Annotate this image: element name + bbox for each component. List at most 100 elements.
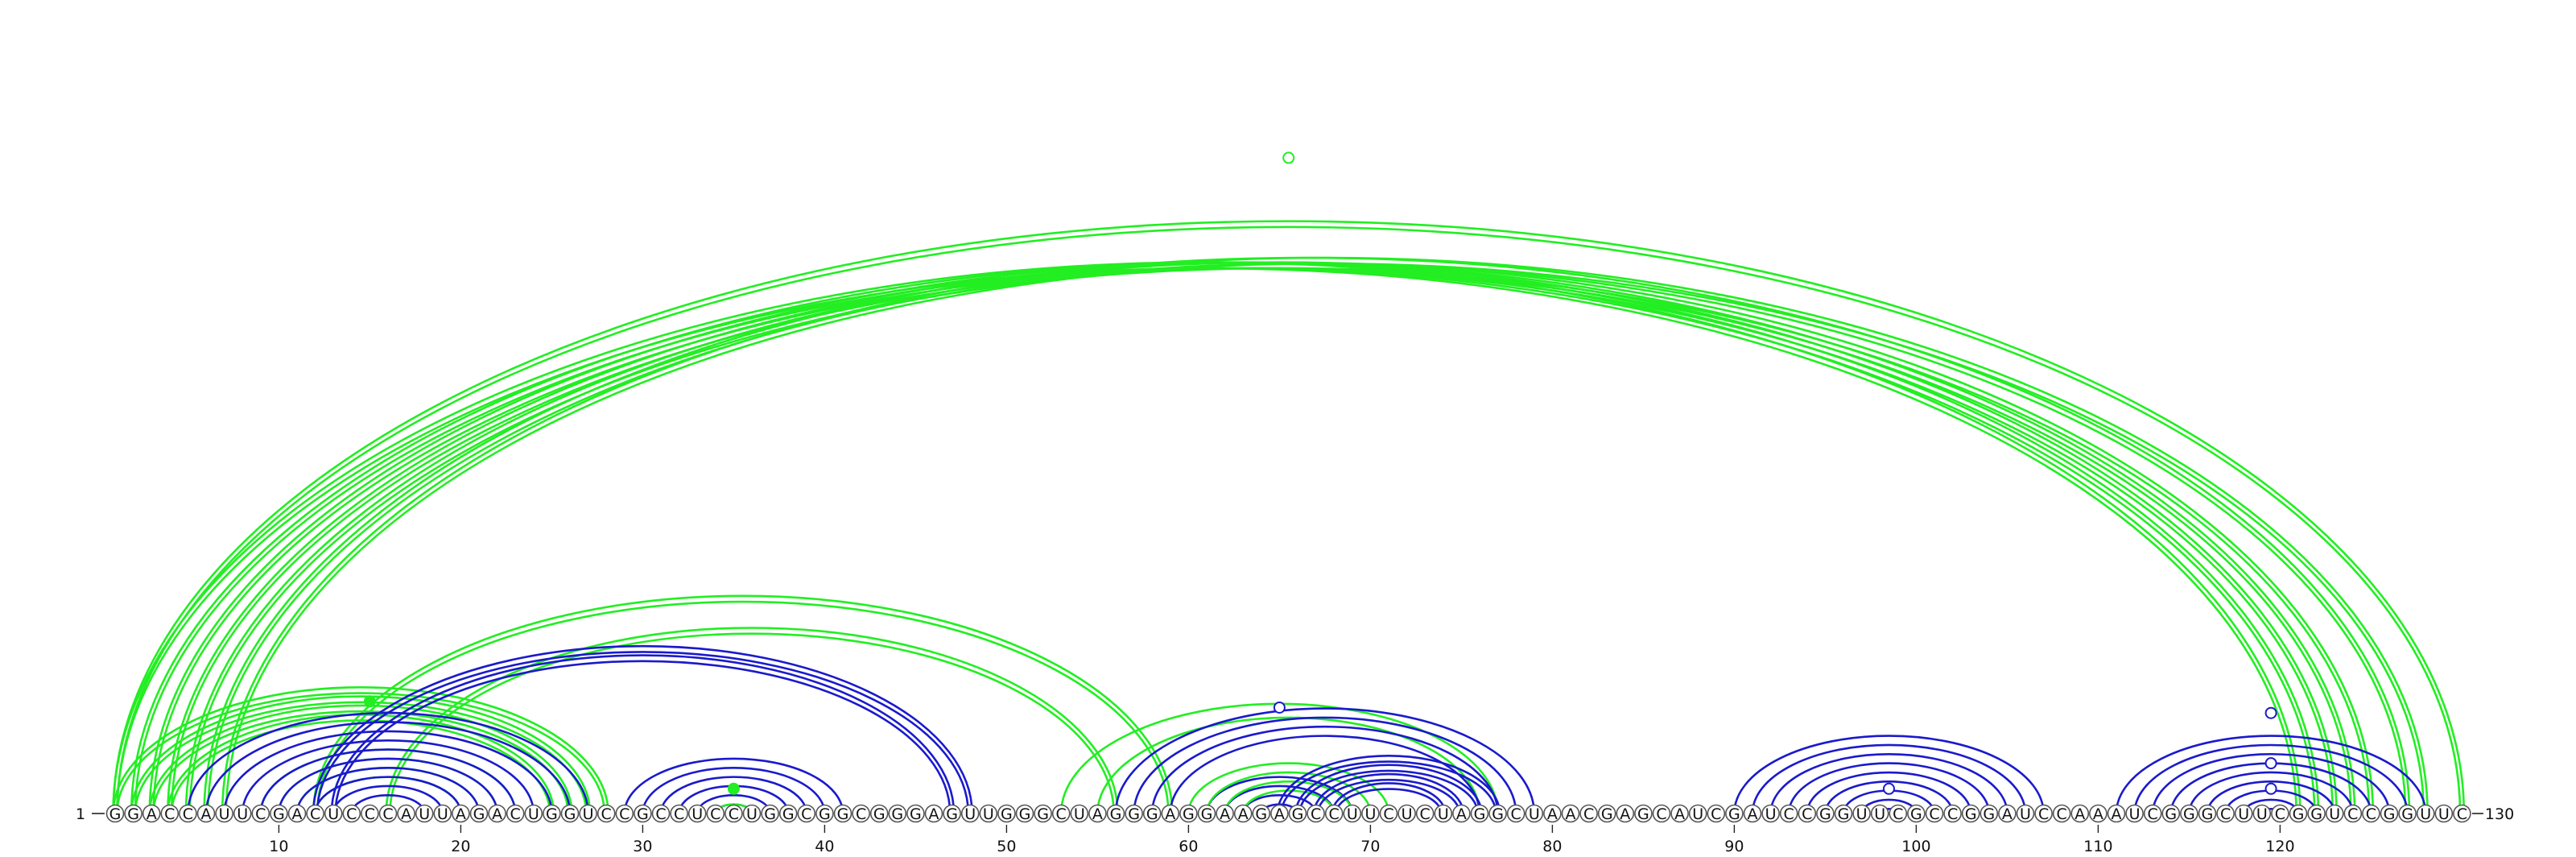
nucleotide-letter: U xyxy=(1438,805,1449,823)
nucleotide-letter: C xyxy=(255,805,266,823)
nucleotide-letter: C xyxy=(729,805,739,823)
nucleotide-letter: A xyxy=(292,805,303,823)
nucleotide: C xyxy=(306,804,324,823)
nucleotide-letter: U xyxy=(583,805,594,823)
nucleotide-letter: G xyxy=(473,805,485,823)
nucleotide-letter: G xyxy=(837,805,849,823)
tick-label: 60 xyxy=(1179,838,1198,855)
base-pair-arc xyxy=(225,262,2425,814)
nucleotide-letter: A xyxy=(1165,805,1175,823)
nucleotide: C xyxy=(1779,804,1798,823)
nucleotide-letter: A xyxy=(1220,805,1230,823)
tick-label: 80 xyxy=(1542,838,1562,855)
tick-label: 20 xyxy=(451,838,470,855)
nucleotide-letter: U xyxy=(1074,805,1085,823)
nucleotide: U xyxy=(2252,804,2272,823)
tick-label: 50 xyxy=(997,838,1016,855)
base-pair-arc xyxy=(1133,716,1517,814)
nucleotide: G xyxy=(105,804,125,823)
base-pair-arc xyxy=(1276,755,1501,814)
nucleotide-letter: U xyxy=(2329,805,2340,823)
arc-marker xyxy=(2264,782,2277,795)
nucleotide-letter: U xyxy=(237,805,248,823)
nucleotide-letter: G xyxy=(1819,805,1831,823)
nucleotide: U xyxy=(2416,804,2435,823)
base-pair-arc xyxy=(334,660,952,814)
tick-label: 120 xyxy=(2265,838,2294,855)
nucleotide-letter: A xyxy=(456,805,466,823)
nucleotide-letter: C xyxy=(710,805,720,823)
nucleotide-letter: U xyxy=(2256,805,2268,823)
nucleotide-letter: C xyxy=(2038,805,2049,823)
nucleotide: U xyxy=(2125,804,2144,823)
nucleotide: A xyxy=(1088,804,1107,823)
nucleotide-letter: A xyxy=(1092,805,1103,823)
nucleotide: G xyxy=(997,804,1016,823)
nucleotide-letter: C xyxy=(1711,805,1721,823)
nucleotide: A xyxy=(452,804,470,823)
nucleotide-letter: G xyxy=(2165,805,2177,823)
nucleotide: U xyxy=(2325,804,2344,823)
nucleotide-letter: C xyxy=(2275,805,2285,823)
nucleotide: C xyxy=(2052,804,2071,823)
nucleotide: G xyxy=(1488,804,1507,823)
nucleotide-letter: A xyxy=(2002,805,2013,823)
nucleotide: C xyxy=(179,804,197,823)
nucleotide-letter: G xyxy=(891,805,903,823)
nucleotide: C xyxy=(2453,804,2471,823)
base-pair-arc xyxy=(389,632,1115,814)
nucleotide: U xyxy=(1397,804,1416,823)
nucleotide: A xyxy=(1233,804,1253,823)
nucleotide: G xyxy=(2289,804,2308,823)
base-pair-arc xyxy=(1335,788,1443,814)
nucleotide-letter: G xyxy=(2384,805,2396,823)
base-pair-arc xyxy=(2115,735,2427,814)
nucleotide: G xyxy=(1834,804,1853,823)
nucleotide-letter: C xyxy=(382,805,393,823)
nucleotide: U xyxy=(1688,804,1707,823)
nucleotide-letter: C xyxy=(1784,805,1794,823)
nucleotide: C xyxy=(1652,804,1671,823)
base-pair-arc xyxy=(259,748,517,814)
nucleotide: G xyxy=(815,804,834,823)
arc-marker xyxy=(727,782,740,795)
nucleotide: U xyxy=(1525,804,1544,823)
base-pair-arc xyxy=(1733,735,2045,814)
nucleotide-letter: A xyxy=(1566,805,1576,823)
nucleotide-letter: G xyxy=(1601,805,1613,823)
nucleotide-letter: C xyxy=(1383,805,1393,823)
nucleotide: A xyxy=(1161,804,1180,823)
nucleotide: G xyxy=(1197,804,1216,823)
nucleotide-letter: G xyxy=(1128,805,1140,823)
nucleotide: G xyxy=(2380,804,2399,823)
nucleotide-letter: G xyxy=(1255,805,1267,823)
nucleotide-letter: G xyxy=(1292,805,1304,823)
base-pair-arc xyxy=(642,767,826,814)
nucleotide-letter: C xyxy=(1311,805,1321,823)
base-pair-arc xyxy=(330,654,956,814)
tick-label: 90 xyxy=(1724,838,1744,855)
arc-marker xyxy=(1883,782,1895,795)
nucleotide: A xyxy=(1543,804,1562,823)
base-pair-arc xyxy=(112,685,609,814)
base-pair-arc xyxy=(316,600,1170,814)
nucleotide: G xyxy=(888,804,907,823)
nucleotide-letter: G xyxy=(2401,805,2413,823)
nucleotide-letter: C xyxy=(2148,805,2158,823)
nucleotide-letter: U xyxy=(1692,805,1703,823)
nucleotide: C xyxy=(2216,804,2235,823)
nucleotide-letter: U xyxy=(691,805,703,823)
nucleotide-letter: U xyxy=(2238,805,2249,823)
nucleotide-letter: G xyxy=(1110,805,1122,823)
arc-markers xyxy=(363,151,2277,795)
nucleotide-letter: A xyxy=(1238,805,1249,823)
nucleotide-letter: G xyxy=(1183,805,1195,823)
nucleotide: A xyxy=(1743,804,1762,823)
base-pair-arc xyxy=(112,220,2466,814)
nucleotide: A xyxy=(1998,804,2017,823)
base-pair-arc xyxy=(116,692,606,814)
nucleotide-letter: G xyxy=(273,805,285,823)
nucleotide-letter: G xyxy=(946,805,958,823)
base-pair-arc xyxy=(1787,762,1991,814)
nucleotide: U xyxy=(960,804,980,823)
